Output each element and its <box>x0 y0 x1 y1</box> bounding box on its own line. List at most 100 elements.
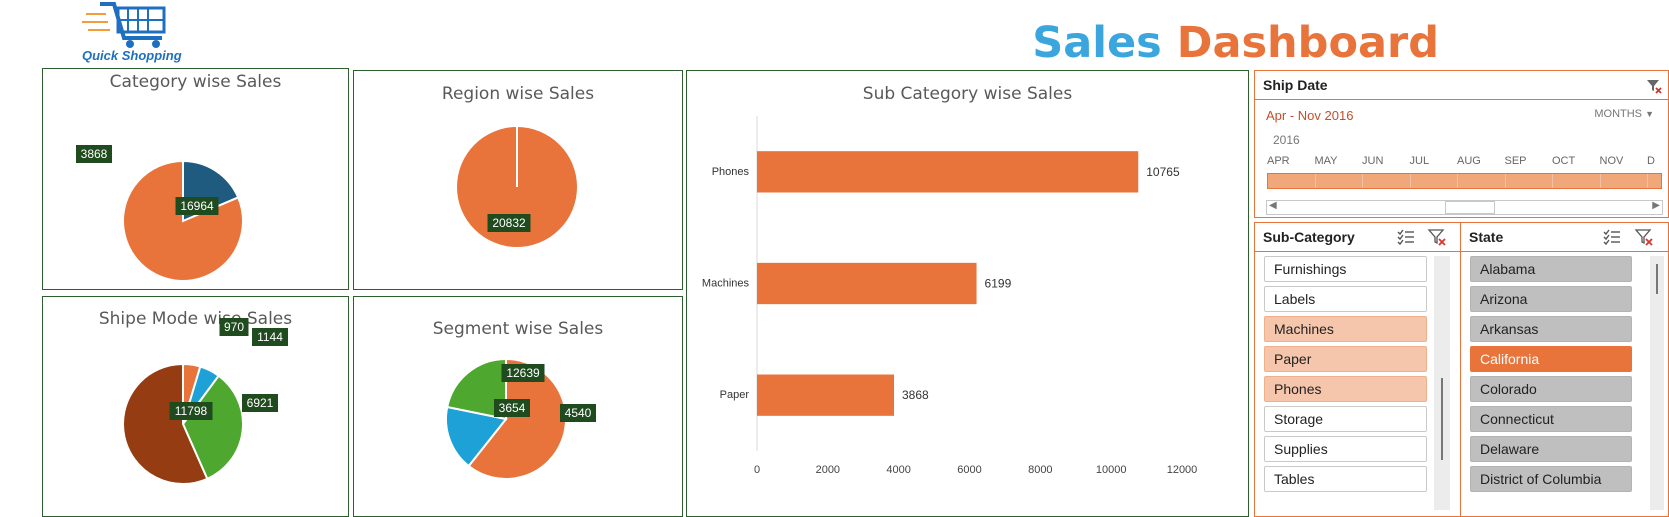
bar-value-label: 10765 <box>1146 165 1180 179</box>
subcategory-item-storage[interactable]: Storage <box>1264 406 1427 432</box>
subcategory-item-tables[interactable]: Tables <box>1264 466 1427 492</box>
subcategory-item-paper[interactable]: Paper <box>1264 346 1427 372</box>
data-label-6921-box <box>242 394 278 412</box>
shipmode-chart-panel: Shipe Mode wise Sales 970 1144 6921 11798 <box>42 296 349 517</box>
scroll-right-icon[interactable]: ▶ <box>1652 200 1660 211</box>
state-item-connecticut[interactable]: Connecticut <box>1470 406 1632 432</box>
timeline-level-dropdown[interactable]: MONTHS ▼ <box>1594 108 1654 120</box>
state-item-alabama[interactable]: Alabama <box>1470 256 1632 282</box>
data-label-970-box <box>219 318 249 336</box>
ship-date-timeline[interactable]: Ship Date Apr - Nov 2016 MONTHS ▼ 2016 A… <box>1254 70 1669 218</box>
timeline-level-label: MONTHS <box>1594 108 1643 120</box>
segment-chart-panel: Segment wise Sales 12639 3654 4540 <box>353 296 683 517</box>
subcategory-slicer-title: Sub-Category <box>1263 229 1355 245</box>
shipmode-pie: 970 1144 6921 11798 <box>122 318 288 485</box>
x-tick-label: 6000 <box>957 464 981 476</box>
subcategory-divider <box>1255 251 1460 252</box>
pie-slice-11798 <box>122 362 209 485</box>
data-label-12639-box <box>501 364 545 382</box>
subcategory-item-furnishings[interactable]: Furnishings <box>1264 256 1427 282</box>
state-item-arkansas[interactable]: Arkansas <box>1470 316 1632 342</box>
subcategory-slicer[interactable]: Sub-Category Furnishings Labels Machines Pa… <box>1254 222 1461 517</box>
scroll-thumb[interactable] <box>1441 378 1443 460</box>
x-tick-label: 4000 <box>886 464 910 476</box>
timeline-month[interactable]: OCT <box>1552 155 1576 167</box>
timeline-month[interactable]: JUL <box>1409 155 1430 167</box>
data-label-6921: 6921 <box>242 394 278 412</box>
timeline-month[interactable]: AUG <box>1457 155 1481 167</box>
state-item-california[interactable]: California <box>1470 346 1632 372</box>
data-label-3654-text: 3654 <box>499 401 526 415</box>
data-label-12639: 12639 <box>501 364 545 382</box>
data-label-970-text: 970 <box>224 320 244 334</box>
scroll-left-icon[interactable]: ◀ <box>1269 200 1277 211</box>
timeline-range-label: Apr - Nov 2016 <box>1266 108 1354 123</box>
data-label-3654-box <box>494 399 530 417</box>
clear-filter-icon[interactable] <box>1634 227 1654 247</box>
timeline-month[interactable]: JUN <box>1362 155 1384 167</box>
data-label-20832-box <box>487 214 531 232</box>
timeline-tick <box>1314 174 1316 188</box>
timeline-month[interactable]: SEP <box>1504 155 1527 167</box>
state-item-delaware[interactable]: Delaware <box>1470 436 1632 462</box>
category-label: Paper <box>720 389 750 401</box>
state-slicer[interactable]: State Alabama Arizona Arkansas California Co… <box>1460 222 1669 517</box>
x-tick-label: 12000 <box>1167 464 1198 476</box>
data-label-16964-box <box>175 197 219 215</box>
data-label-1144: 1144 <box>252 328 288 346</box>
page-title: Sales Dashboard <box>1032 18 1439 68</box>
clear-filter-icon[interactable] <box>1427 227 1447 247</box>
pie-slice-4540 <box>446 357 507 421</box>
title-word-dashboard: Dashboard <box>1176 18 1439 68</box>
timeline-month[interactable]: APR <box>1267 155 1290 167</box>
title-word-sales: Sales <box>1032 18 1162 68</box>
pie-slice-3654 <box>445 405 508 468</box>
timeline-month[interactable]: MAY <box>1314 155 1338 167</box>
subcategory-item-supplies[interactable]: Supplies <box>1264 436 1427 462</box>
state-scrollbar[interactable] <box>1650 256 1664 510</box>
subcategory-item-machines[interactable]: Machines <box>1264 316 1427 342</box>
category-label: Phones <box>712 166 750 178</box>
timeline-month[interactable]: D <box>1647 155 1655 167</box>
clear-filter-icon[interactable] <box>1645 77 1663 95</box>
bar-phones <box>757 151 1139 193</box>
data-label-11798: 11798 <box>169 402 213 420</box>
timeline-bar[interactable] <box>1267 173 1662 189</box>
cart-icon <box>82 2 166 48</box>
scroll-thumb[interactable] <box>1656 264 1658 294</box>
subcategory-scrollbar[interactable] <box>1434 256 1450 510</box>
subcategory-bar-chart: Phones 10765 Machines 6199 Paper 3868 0 2000 400… <box>702 116 1198 476</box>
scroll-thumb[interactable] <box>1445 201 1495 214</box>
chevron-down-icon: ▼ <box>1645 109 1654 119</box>
state-item-district-of-columbia[interactable]: District of Columbia <box>1470 466 1632 492</box>
state-slicer-title: State <box>1469 229 1504 245</box>
data-label-3654: 3654 <box>494 399 530 417</box>
region-chart-title: Region wise Sales <box>441 84 595 104</box>
multi-select-icon[interactable] <box>1603 228 1621 246</box>
category-label: Machines <box>702 278 750 290</box>
timeline-tick <box>1409 174 1411 188</box>
bar-value-label: 3868 <box>902 388 929 402</box>
data-label-1144-box <box>252 328 288 346</box>
bar-value-label: 6199 <box>985 277 1012 291</box>
timeline-scrollbar[interactable]: ◀ ▶ <box>1266 200 1663 215</box>
timeline-divider <box>1255 99 1668 100</box>
timeline-tick <box>1647 174 1648 188</box>
region-chart-panel: Region wise Sales 20832 <box>353 70 683 290</box>
bar-machines <box>757 262 977 305</box>
data-label-4540-text: 4540 <box>565 406 592 420</box>
pie-slice-16964 <box>122 159 244 282</box>
subcategory-chart-panel: Sub Category wise Sales Phones 10765 Machi… <box>686 70 1249 517</box>
data-label-970: 970 <box>219 318 249 336</box>
category-pie: 3868 16964 <box>76 145 244 282</box>
state-item-colorado[interactable]: Colorado <box>1470 376 1632 402</box>
timeline-month[interactable]: NOV <box>1599 155 1624 167</box>
multi-select-icon[interactable] <box>1397 228 1415 246</box>
state-item-arizona[interactable]: Arizona <box>1470 286 1632 312</box>
x-tick-label: 2000 <box>816 464 840 476</box>
subcategory-item-phones[interactable]: Phones <box>1264 376 1427 402</box>
data-label-11798-text: 11798 <box>175 404 208 418</box>
data-label-11798-box <box>169 402 213 420</box>
subcategory-item-labels[interactable]: Labels <box>1264 286 1427 312</box>
timeline-months: APR MAY JUN JUL AUG SEP OCT NOV D <box>1255 155 1669 169</box>
